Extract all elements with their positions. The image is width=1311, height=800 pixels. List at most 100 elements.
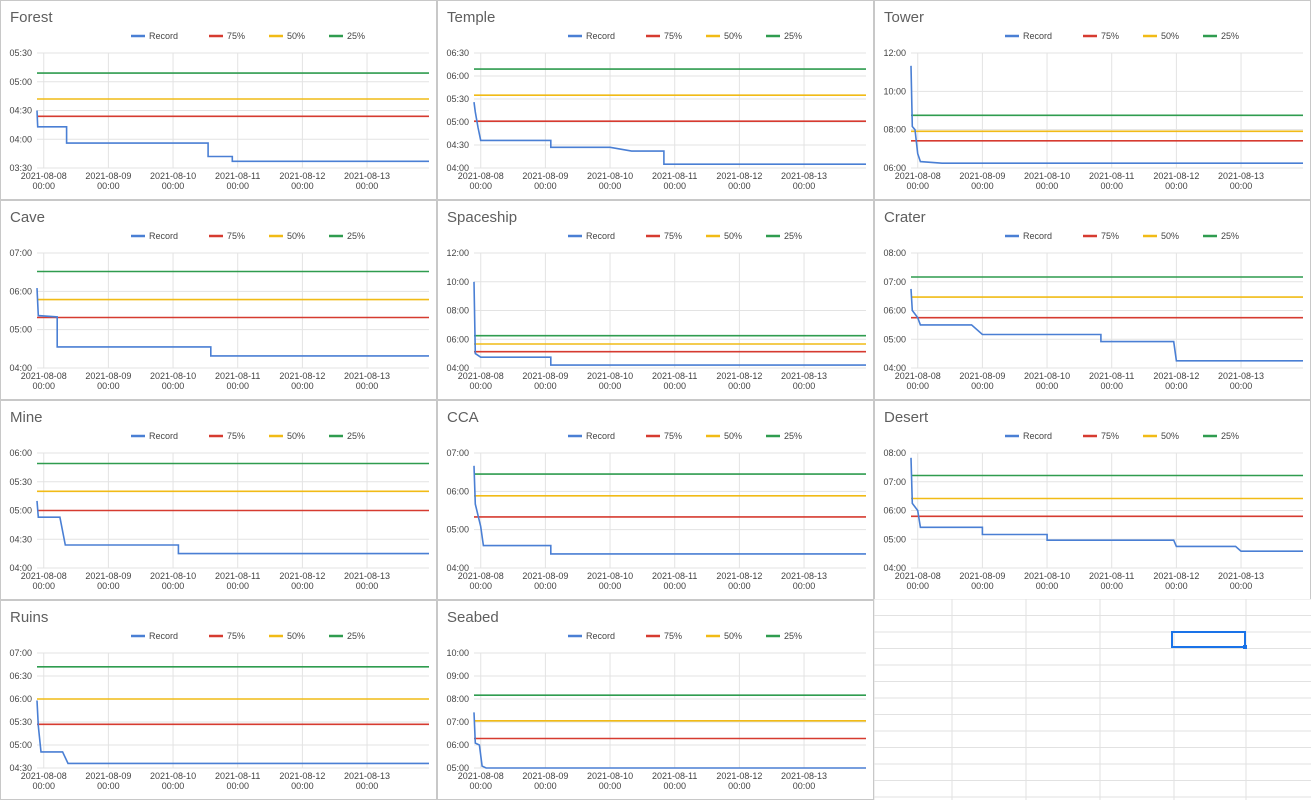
legend-item-50[interactable]: 50% [706, 231, 742, 241]
chart-panel-forest[interactable]: Forest 03:30 04:00 04:30 05:00 05:30 2021-08-0… [0, 0, 437, 200]
legend-item-25[interactable]: 25% [329, 31, 365, 41]
y-tick-label: 10:00 [883, 86, 906, 96]
legend-item-25[interactable]: 25% [766, 231, 802, 241]
legend-item-75[interactable]: 75% [646, 231, 682, 241]
legend-item-75[interactable]: 75% [209, 431, 245, 441]
legend-item-record[interactable]: Record [131, 431, 178, 441]
legend-label: 75% [227, 31, 245, 41]
legend-item-25[interactable]: 25% [1203, 431, 1239, 441]
chart-panel-temple[interactable]: Temple 04:00 04:30 05:00 05:30 06:00 06:30 2021… [437, 0, 874, 200]
series-line-record [473, 712, 866, 769]
legend-item-75[interactable]: 75% [209, 231, 245, 241]
chart-panel-cave[interactable]: Cave 04:00 05:00 06:00 07:00 2021-08-08 00:00 2… [0, 200, 437, 400]
legend-item-record[interactable]: Record [568, 431, 615, 441]
legend-item-25[interactable]: 25% [766, 631, 802, 641]
legend-item-record[interactable]: Record [131, 231, 178, 241]
x-tick-label-date: 2021-08-11 [1089, 371, 1134, 381]
chart-panel-spaceship[interactable]: Spaceship 04:00 06:00 08:00 10:00 12:00 2021-0… [437, 200, 874, 400]
x-tick-label-time: 00:00 [1100, 581, 1123, 591]
x-tick-label-time: 00:00 [599, 381, 622, 391]
legend-item-record[interactable]: Record [568, 631, 615, 641]
legend-label: 75% [664, 31, 682, 41]
legend-item-record[interactable]: Record [568, 31, 615, 41]
chart-panel-crater[interactable]: Crater 04:00 05:00 06:00 07:00 08:00 2021-08-0… [874, 200, 1311, 400]
legend-item-record[interactable]: Record [1005, 31, 1052, 41]
legend-item-50[interactable]: 50% [269, 431, 305, 441]
y-tick-label: 07:00 [446, 448, 469, 458]
legend-item-75[interactable]: 75% [209, 31, 245, 41]
legend-item-50[interactable]: 50% [1143, 231, 1179, 241]
y-tick-label: 06:00 [9, 286, 32, 296]
x-tick-label-date: 2021-08-13 [1218, 371, 1264, 381]
legend-item-25[interactable]: 25% [1203, 31, 1239, 41]
x-tick-label-date: 2021-08-08 [458, 371, 504, 381]
legend-item-record[interactable]: Record [131, 631, 178, 641]
x-tick-label-time: 00:00 [663, 181, 686, 191]
legend-item-25[interactable]: 25% [766, 31, 802, 41]
x-tick-label-date: 2021-08-09 [85, 771, 131, 781]
legend-item-50[interactable]: 50% [1143, 431, 1179, 441]
y-tick-label: 08:00 [883, 448, 906, 458]
legend-item-75[interactable]: 75% [209, 631, 245, 641]
y-tick-label: 12:00 [883, 48, 906, 58]
x-tick-label-date: 2021-08-08 [21, 771, 67, 781]
series-line-record [473, 101, 866, 165]
legend-item-record[interactable]: Record [131, 31, 178, 41]
y-tick-label: 06:00 [883, 306, 906, 316]
chart-panel-ruins[interactable]: Ruins 04:30 05:00 05:30 06:00 06:30 07:00 2021-… [0, 600, 437, 800]
legend-item-75[interactable]: 75% [1083, 231, 1119, 241]
chart-panel-tower[interactable]: Tower 06:00 08:00 10:00 12:00 2021-08-08 00:00… [874, 0, 1311, 200]
x-tick-label-date: 2021-08-13 [1218, 571, 1264, 581]
x-tick-label-date: 2021-08-12 [279, 171, 325, 181]
x-tick-label-time: 00:00 [1230, 181, 1253, 191]
x-tick-label-date: 2021-08-10 [150, 571, 196, 581]
legend-item-50[interactable]: 50% [269, 231, 305, 241]
legend-item-50[interactable]: 50% [706, 431, 742, 441]
y-tick-label: 04:00 [883, 563, 906, 573]
legend-item-25[interactable]: 25% [329, 631, 365, 641]
legend-item-75[interactable]: 75% [646, 631, 682, 641]
selected-cell[interactable] [1171, 631, 1246, 648]
chart-panel-seabed[interactable]: Seabed 05:00 06:00 07:00 08:00 09:00 10:00 2021… [437, 600, 874, 800]
legend-label: 25% [784, 31, 802, 41]
y-tick-label: 05:00 [446, 763, 469, 773]
legend-item-record[interactable]: Record [1005, 431, 1052, 441]
x-tick-label-date: 2021-08-10 [587, 571, 633, 581]
legend-item-50[interactable]: 50% [706, 31, 742, 41]
x-tick-label-date: 2021-08-08 [21, 371, 67, 381]
x-tick-label-time: 00:00 [793, 781, 816, 791]
chart-panel-cca[interactable]: CCA 04:00 05:00 06:00 07:00 2021-08-08 00:00 20… [437, 400, 874, 600]
y-tick-label: 06:00 [446, 71, 469, 81]
legend-item-25[interactable]: 25% [329, 431, 365, 441]
legend-item-75[interactable]: 75% [1083, 431, 1119, 441]
legend-item-record[interactable]: Record [568, 231, 615, 241]
legend-item-50[interactable]: 50% [1143, 31, 1179, 41]
chart-title: Crater [884, 209, 926, 226]
legend-item-50[interactable]: 50% [269, 31, 305, 41]
x-tick-label-date: 2021-08-11 [1089, 571, 1134, 581]
legend-item-75[interactable]: 75% [646, 31, 682, 41]
spreadsheet-gridlines [874, 599, 1311, 800]
x-tick-label-time: 00:00 [599, 181, 622, 191]
legend-label: 25% [784, 631, 802, 641]
legend-item-50[interactable]: 50% [706, 631, 742, 641]
x-tick-label-time: 00:00 [728, 581, 751, 591]
legend-item-75[interactable]: 75% [1083, 31, 1119, 41]
legend-item-25[interactable]: 25% [329, 231, 365, 241]
chart-title: Spaceship [447, 209, 518, 226]
y-tick-label: 08:00 [883, 125, 906, 135]
legend-item-75[interactable]: 75% [646, 431, 682, 441]
legend-item-25[interactable]: 25% [1203, 231, 1239, 241]
chart-svg: 03:3004:0004:3005:0005:302021-08-0800:00… [9, 31, 429, 191]
legend-item-25[interactable]: 25% [766, 431, 802, 441]
x-tick-label-time: 00:00 [906, 381, 929, 391]
legend-item-50[interactable]: 50% [269, 631, 305, 641]
fill-handle[interactable] [1243, 645, 1247, 649]
chart-svg: 04:0006:0008:0010:0012:002021-08-0800:00… [446, 231, 866, 391]
x-tick-label-time: 00:00 [97, 781, 120, 791]
legend-item-record[interactable]: Record [1005, 231, 1052, 241]
spreadsheet-area[interactable] [874, 599, 1311, 800]
legend-label: 75% [227, 431, 245, 441]
chart-panel-mine[interactable]: Mine 04:00 04:30 05:00 05:30 06:00 2021-08-08 0… [0, 400, 437, 600]
chart-panel-desert[interactable]: Desert 04:00 05:00 06:00 07:00 08:00 2021-08-0… [874, 400, 1311, 600]
